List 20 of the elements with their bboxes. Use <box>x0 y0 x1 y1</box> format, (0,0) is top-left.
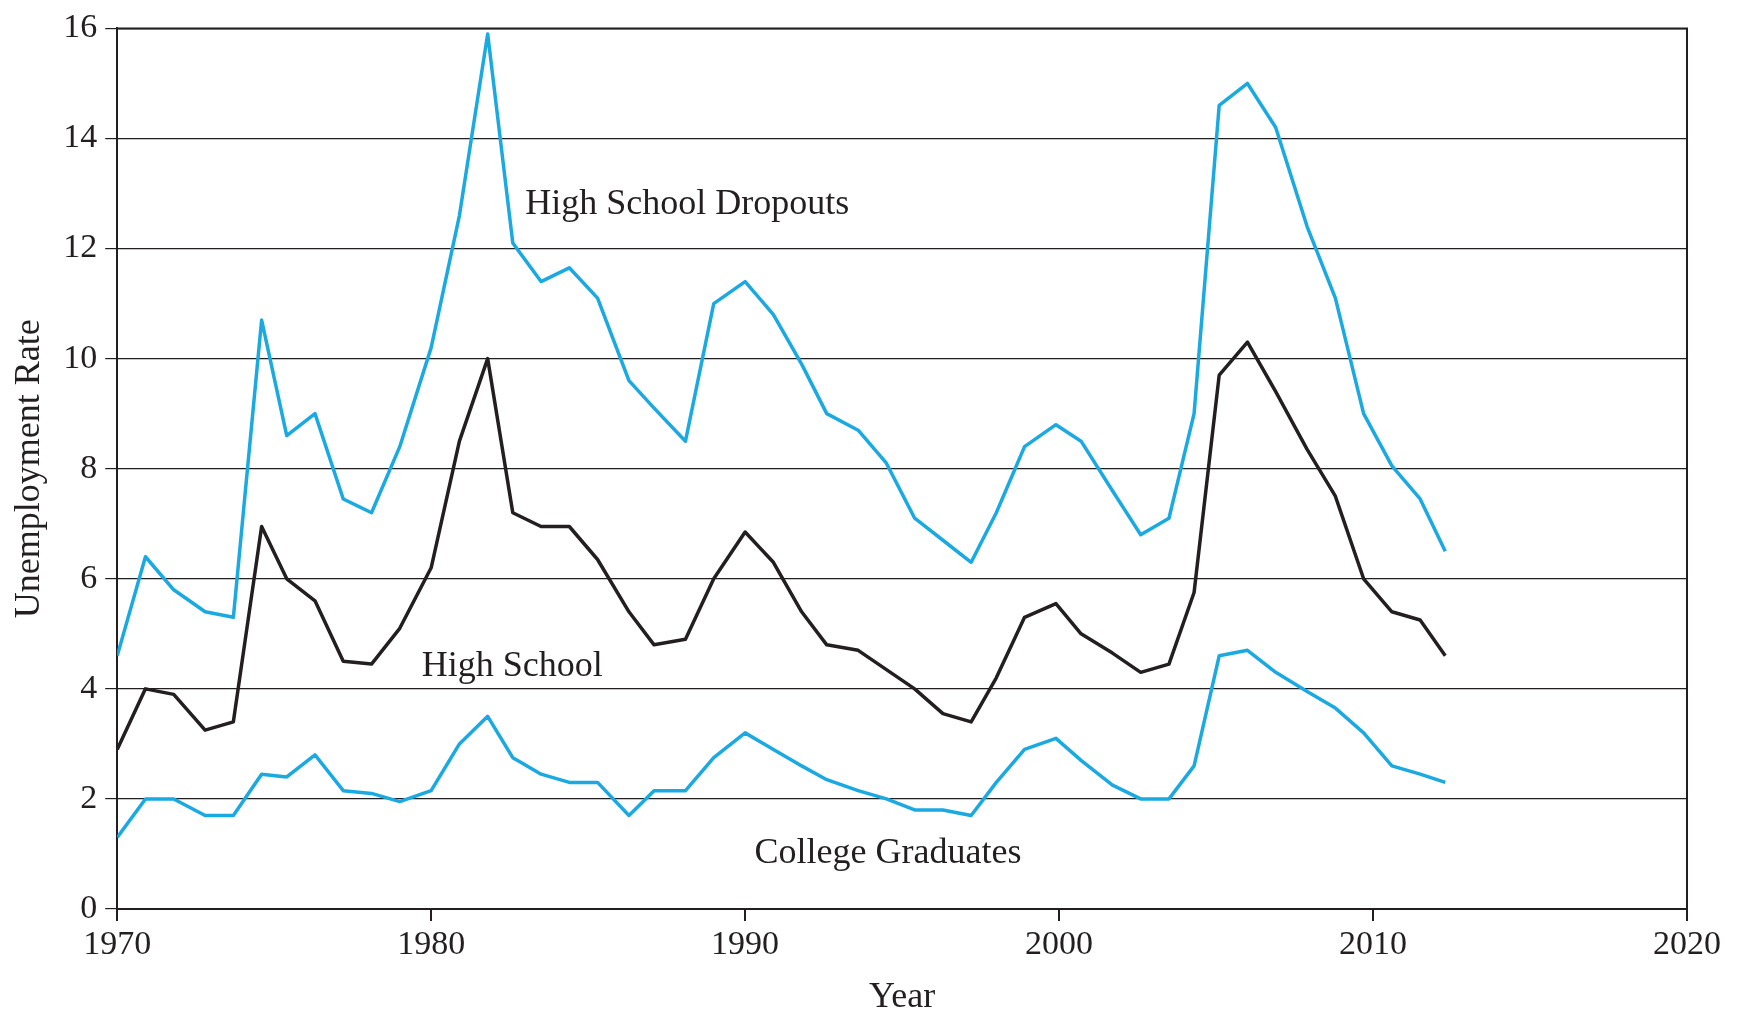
series-label: College Graduates <box>754 831 1022 872</box>
x-tick-label: 2020 <box>1653 924 1721 962</box>
series-label: High School <box>421 644 603 685</box>
x-axis-title: Year <box>868 974 936 1015</box>
x-tick-label: 2010 <box>1339 924 1408 962</box>
y-tick-label: 4 <box>80 667 98 705</box>
y-tick-label: 2 <box>80 777 98 815</box>
x-tick-label: 1980 <box>397 924 466 962</box>
x-tick-label: 1970 <box>83 924 152 962</box>
y-tick-label: 10 <box>63 337 98 375</box>
series-label: High School Dropouts <box>525 181 850 222</box>
y-tick-label: 6 <box>80 557 98 595</box>
y-tick-label: 16 <box>63 7 98 45</box>
y-tick-label: 14 <box>63 117 98 155</box>
x-tick-label: 2000 <box>1025 924 1094 962</box>
y-tick-label: 8 <box>80 447 98 485</box>
y-tick-label: 12 <box>63 227 98 265</box>
y-axis-title: Unemployment Rate <box>7 319 48 619</box>
y-tick-label: 0 <box>80 887 98 925</box>
x-tick-label: 1990 <box>711 924 780 962</box>
